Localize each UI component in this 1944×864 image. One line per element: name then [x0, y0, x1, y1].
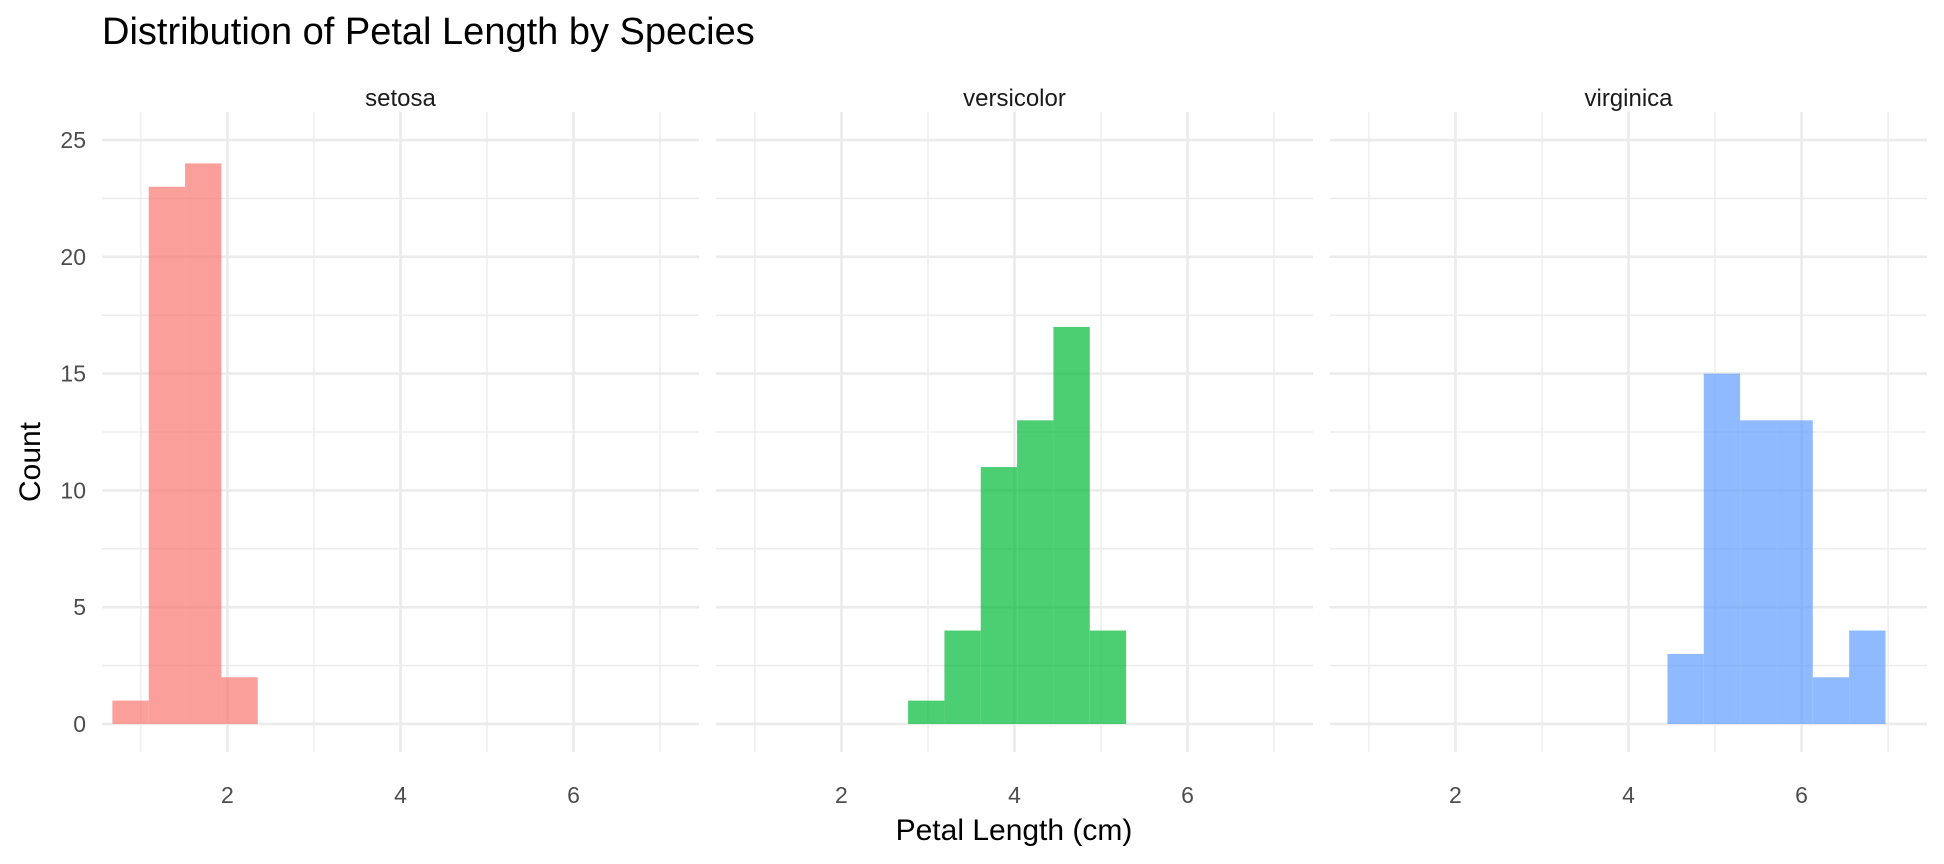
- histogram-bar: [1089, 630, 1127, 724]
- histogram-bar: [944, 630, 981, 724]
- y-axis: 0 5 10 15 20 25: [60, 127, 86, 737]
- histogram-bar: [1703, 373, 1741, 724]
- chart-title: Distribution of Petal Length by Species: [102, 11, 755, 53]
- facet-panels: setosa 2 4 6 versicolor 2 4 6 virginica 2 4 6: [102, 85, 1927, 808]
- y-tick-label: 0: [73, 711, 86, 737]
- histogram-bar: [1740, 420, 1777, 724]
- histogram-bar: [148, 186, 186, 724]
- x-tick-label: 2: [835, 782, 848, 808]
- y-tick-label: 5: [73, 594, 86, 620]
- x-tick-label: 4: [394, 782, 407, 808]
- x-tick-label: 4: [1008, 782, 1021, 808]
- x-tick-label: 6: [567, 782, 580, 808]
- y-tick-label: 15: [60, 361, 86, 387]
- x-tick-label: 4: [1622, 782, 1635, 808]
- x-tick-label: 6: [1795, 782, 1808, 808]
- y-tick-label: 20: [60, 244, 86, 270]
- histogram-bar: [221, 677, 258, 724]
- x-tick-label: 2: [1449, 782, 1462, 808]
- y-tick-label: 25: [60, 127, 86, 153]
- histogram-bar: [1667, 653, 1704, 724]
- y-axis-title: Count: [14, 421, 47, 502]
- histogram-bar: [1849, 630, 1886, 724]
- facet-strip-label: setosa: [365, 85, 436, 112]
- x-axis-title: Petal Length (cm): [896, 814, 1133, 847]
- histogram-bar: [908, 700, 945, 724]
- facet-strip-label: virginica: [1584, 85, 1673, 112]
- x-tick-label: 2: [221, 782, 234, 808]
- histogram-bar: [112, 700, 149, 724]
- y-tick-label: 10: [60, 477, 86, 503]
- histogram-bar: [1017, 420, 1054, 724]
- facet-strip-label: versicolor: [963, 85, 1066, 112]
- histogram-bar: [1812, 677, 1850, 724]
- histogram-bar: [185, 163, 222, 724]
- histogram-bar: [980, 467, 1018, 724]
- histogram-bar: [1776, 420, 1813, 724]
- facet-panel-versicolor: versicolor 2 4 6: [716, 85, 1313, 808]
- histogram-bar: [1053, 326, 1090, 724]
- x-tick-label: 6: [1181, 782, 1194, 808]
- facet-panel-setosa: setosa 2 4 6: [102, 85, 699, 808]
- facet-panel-virginica: virginica 2 4 6: [1330, 85, 1927, 808]
